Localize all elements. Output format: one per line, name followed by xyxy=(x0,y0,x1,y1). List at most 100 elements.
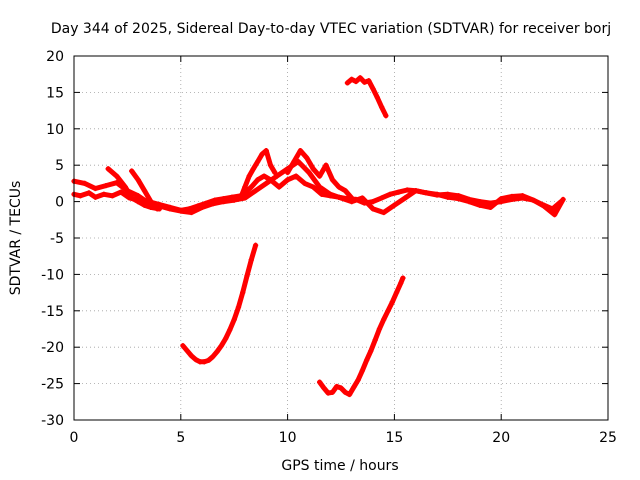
data-point xyxy=(370,86,376,92)
data-point xyxy=(400,275,406,281)
y-tick-label: -5 xyxy=(50,231,64,247)
y-tick-label: 0 xyxy=(55,195,64,211)
y-tick-label: 20 xyxy=(46,49,64,65)
data-point xyxy=(404,187,410,193)
data-point xyxy=(466,199,472,205)
data-point xyxy=(154,206,160,212)
data-point xyxy=(180,343,186,349)
data-point xyxy=(109,193,116,199)
data-point xyxy=(342,188,348,194)
y-tick-label: 5 xyxy=(55,158,64,174)
series-line xyxy=(344,75,389,119)
data-point xyxy=(413,188,419,194)
data-point xyxy=(274,173,280,179)
data-point xyxy=(141,188,148,194)
data-point xyxy=(242,184,248,190)
data-point xyxy=(351,384,357,390)
data-point xyxy=(244,273,250,279)
data-point xyxy=(141,202,148,208)
data-point xyxy=(342,389,348,395)
data-point xyxy=(310,166,316,172)
data-point xyxy=(385,308,391,314)
series-trace-bowl-5-8 xyxy=(180,242,259,365)
data-point xyxy=(423,190,430,196)
data-point xyxy=(101,191,107,197)
data-point xyxy=(252,242,259,248)
y-tick-label: -20 xyxy=(41,340,64,356)
data-point xyxy=(231,316,237,323)
data-point xyxy=(302,180,308,186)
series-trace-bowl-11-15 xyxy=(317,275,406,398)
data-point xyxy=(246,173,252,179)
data-point xyxy=(248,184,254,190)
data-point xyxy=(359,367,365,374)
data-point xyxy=(560,196,566,203)
data-point xyxy=(364,357,370,363)
data-point xyxy=(276,184,282,190)
data-point xyxy=(381,316,387,323)
data-point xyxy=(178,208,184,214)
grid xyxy=(74,56,608,420)
data-point xyxy=(366,78,372,84)
data-point xyxy=(255,158,261,165)
data-point xyxy=(201,359,207,365)
data-point xyxy=(167,206,173,212)
data-point xyxy=(402,195,408,201)
x-tick-label: 25 xyxy=(599,430,617,446)
data-point xyxy=(487,204,494,211)
data-point xyxy=(129,195,135,201)
data-point xyxy=(82,180,88,186)
data-point xyxy=(387,191,393,197)
data-point xyxy=(285,169,291,176)
data-point xyxy=(193,356,199,363)
data-point xyxy=(393,290,400,296)
data-point xyxy=(541,203,547,209)
data-point xyxy=(370,199,376,205)
y-tick-label: -25 xyxy=(41,377,64,393)
data-point xyxy=(383,113,389,119)
data-point xyxy=(477,202,483,208)
data-point xyxy=(329,177,336,183)
data-point xyxy=(346,391,353,398)
data-point xyxy=(381,209,387,216)
data-point xyxy=(361,79,368,85)
data-point xyxy=(205,357,212,363)
data-point xyxy=(267,162,274,168)
data-marks xyxy=(71,75,566,398)
series-trace-peak-10-12 xyxy=(285,148,355,201)
x-tick-label: 5 xyxy=(176,430,185,446)
data-point xyxy=(129,168,135,174)
x-tick-label: 0 xyxy=(70,430,79,446)
data-point xyxy=(248,257,254,263)
data-point xyxy=(389,299,395,305)
data-point xyxy=(376,326,383,332)
data-point xyxy=(235,304,242,310)
data-point xyxy=(218,343,224,349)
data-point xyxy=(321,385,327,391)
y-tick-label: -30 xyxy=(41,413,64,429)
data-point xyxy=(188,209,195,216)
data-point xyxy=(220,199,227,205)
data-point xyxy=(210,201,216,207)
data-point xyxy=(327,191,333,197)
data-point xyxy=(344,80,351,86)
data-point xyxy=(77,193,84,199)
data-point xyxy=(118,189,124,195)
data-point xyxy=(199,204,205,211)
data-point xyxy=(434,191,440,197)
data-point xyxy=(334,383,340,390)
data-point xyxy=(396,189,402,195)
data-point xyxy=(148,199,154,205)
data-point xyxy=(259,151,265,157)
series-trace-top-13-14 xyxy=(344,75,389,119)
data-point xyxy=(329,389,336,395)
plot-frame xyxy=(73,55,609,421)
y-tick-label: 10 xyxy=(46,122,64,138)
data-point xyxy=(359,195,365,201)
chart-title: Day 344 of 2025, Sidereal Day-to-day VTE… xyxy=(51,21,611,37)
data-point xyxy=(188,353,195,359)
x-axis-label: GPS time / hours xyxy=(281,458,398,474)
series-trace-spike-a xyxy=(105,166,163,212)
data-point xyxy=(355,377,361,383)
data-point xyxy=(306,169,312,176)
